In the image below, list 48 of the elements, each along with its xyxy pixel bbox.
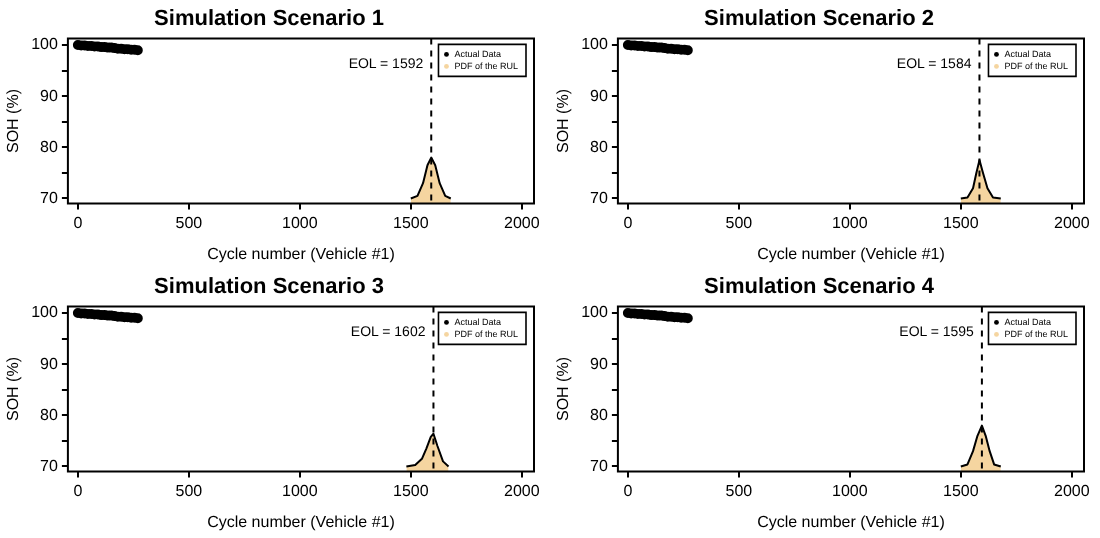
y-axis-title: SOH (%) [4, 356, 23, 421]
x-tick-label: 1500 [393, 213, 430, 232]
chart-title: Simulation Scenario 3 [154, 275, 384, 300]
y-axis-title: SOH (%) [4, 88, 23, 153]
x-tick-label: 1500 [943, 481, 980, 500]
x-tick-label: 1000 [832, 213, 869, 232]
x-tick-label: 1500 [393, 481, 430, 500]
y-tick-label: 90 [40, 354, 59, 373]
x-tick-label: 2000 [504, 213, 541, 232]
y-tick-label: 70 [40, 456, 59, 475]
y-tick-label: 70 [590, 188, 609, 207]
x-tick-label: 0 [623, 481, 634, 500]
y-tick-label: 90 [590, 86, 609, 105]
y-tick-label: 70 [40, 188, 59, 207]
y-tick-label: 90 [40, 86, 59, 105]
chart-title: Simulation Scenario 1 [154, 7, 384, 32]
y-tick-label: 80 [40, 405, 59, 424]
x-tick-label: 1000 [832, 481, 869, 500]
y-tick-label: 100 [581, 35, 609, 54]
x-tick-label: 0 [623, 213, 634, 232]
x-tick-label: 2000 [1054, 213, 1091, 232]
y-tick-label: 80 [590, 405, 609, 424]
y-tick-label: 100 [581, 303, 609, 322]
y-tick-label: 80 [40, 137, 59, 156]
x-tick-label: 2000 [504, 481, 541, 500]
x-tick-label: 0 [73, 481, 84, 500]
y-tick-label: 70 [590, 456, 609, 475]
x-tick-label: 500 [725, 481, 754, 500]
chart-title: Simulation Scenario 2 [704, 7, 934, 32]
x-tick-label: 0 [73, 213, 84, 232]
x-tick-label: 500 [175, 481, 204, 500]
x-tick-label: 1500 [943, 213, 980, 232]
y-tick-label: 100 [31, 35, 59, 54]
x-tick-label: 500 [725, 213, 754, 232]
y-axis-title: SOH (%) [554, 88, 573, 153]
x-axis-title: Cycle number (Vehicle #1) [757, 512, 946, 531]
y-tick-label: 100 [31, 303, 59, 322]
x-tick-label: 1000 [282, 481, 319, 500]
y-tick-label: 90 [590, 354, 609, 373]
x-axis-title: Cycle number (Vehicle #1) [207, 244, 396, 263]
x-tick-label: 2000 [1054, 481, 1091, 500]
y-axis-title: SOH (%) [554, 356, 573, 421]
x-axis-title: Cycle number (Vehicle #1) [757, 244, 946, 263]
x-tick-label: 1000 [282, 213, 319, 232]
x-axis-title: Cycle number (Vehicle #1) [207, 512, 396, 531]
y-tick-label: 80 [590, 137, 609, 156]
x-tick-label: 500 [175, 213, 204, 232]
chart-title: Simulation Scenario 4 [704, 275, 936, 300]
